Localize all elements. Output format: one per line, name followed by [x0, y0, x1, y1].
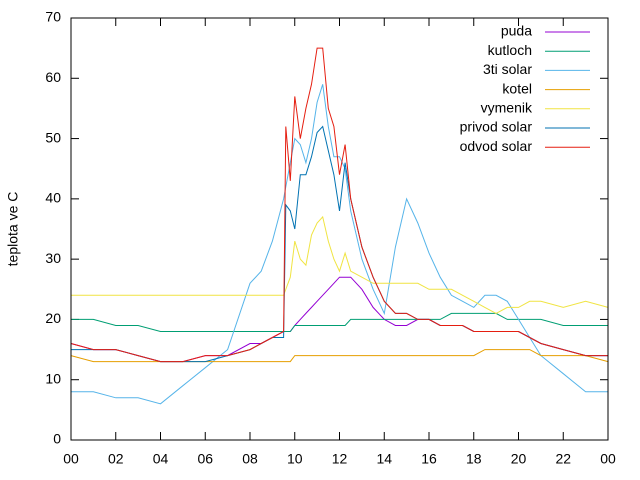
series-line: [70, 349, 609, 363]
series-line: [71, 312, 608, 332]
legend-label: kutloch: [488, 42, 532, 58]
x-tick-label: 22: [555, 451, 571, 467]
y-tick-label: 10: [45, 370, 61, 386]
x-tick-label: 04: [153, 451, 169, 467]
x-tick-label: 10: [287, 451, 303, 467]
y-axis-label: teplota ve C: [5, 192, 21, 267]
legend-label: odvod solar: [460, 138, 533, 154]
legend-label: kotel: [502, 80, 532, 96]
series-line: [71, 215, 609, 314]
x-tick-label: 08: [242, 451, 258, 467]
x-tick-label: 00: [600, 451, 616, 467]
plot-border: [70, 17, 609, 441]
y-tick-label: 20: [45, 310, 61, 326]
legend-label: privod solar: [460, 119, 533, 135]
y-tick-label: 50: [45, 129, 61, 145]
legend-label: vymenik: [481, 100, 533, 116]
x-tick-label: 02: [108, 451, 124, 467]
y-tick-label: 0: [53, 431, 61, 447]
legend-label: puda: [501, 23, 532, 39]
x-tick-label: 00: [63, 451, 79, 467]
x-tick-label: 12: [332, 451, 348, 467]
x-tick-label: 06: [197, 451, 213, 467]
legend-label: 3ti solar: [483, 61, 532, 77]
series-line: [70, 47, 608, 363]
x-tick-label: 16: [421, 451, 437, 467]
x-tick-label: 18: [466, 451, 482, 467]
y-tick-label: 60: [45, 69, 61, 85]
x-tick-label: 14: [376, 451, 392, 467]
y-tick-label: 40: [45, 190, 61, 206]
x-tick-label: 20: [511, 451, 527, 467]
y-tick-label: 30: [45, 250, 61, 266]
series-line: [71, 84, 608, 405]
y-tick-label: 70: [45, 9, 61, 25]
